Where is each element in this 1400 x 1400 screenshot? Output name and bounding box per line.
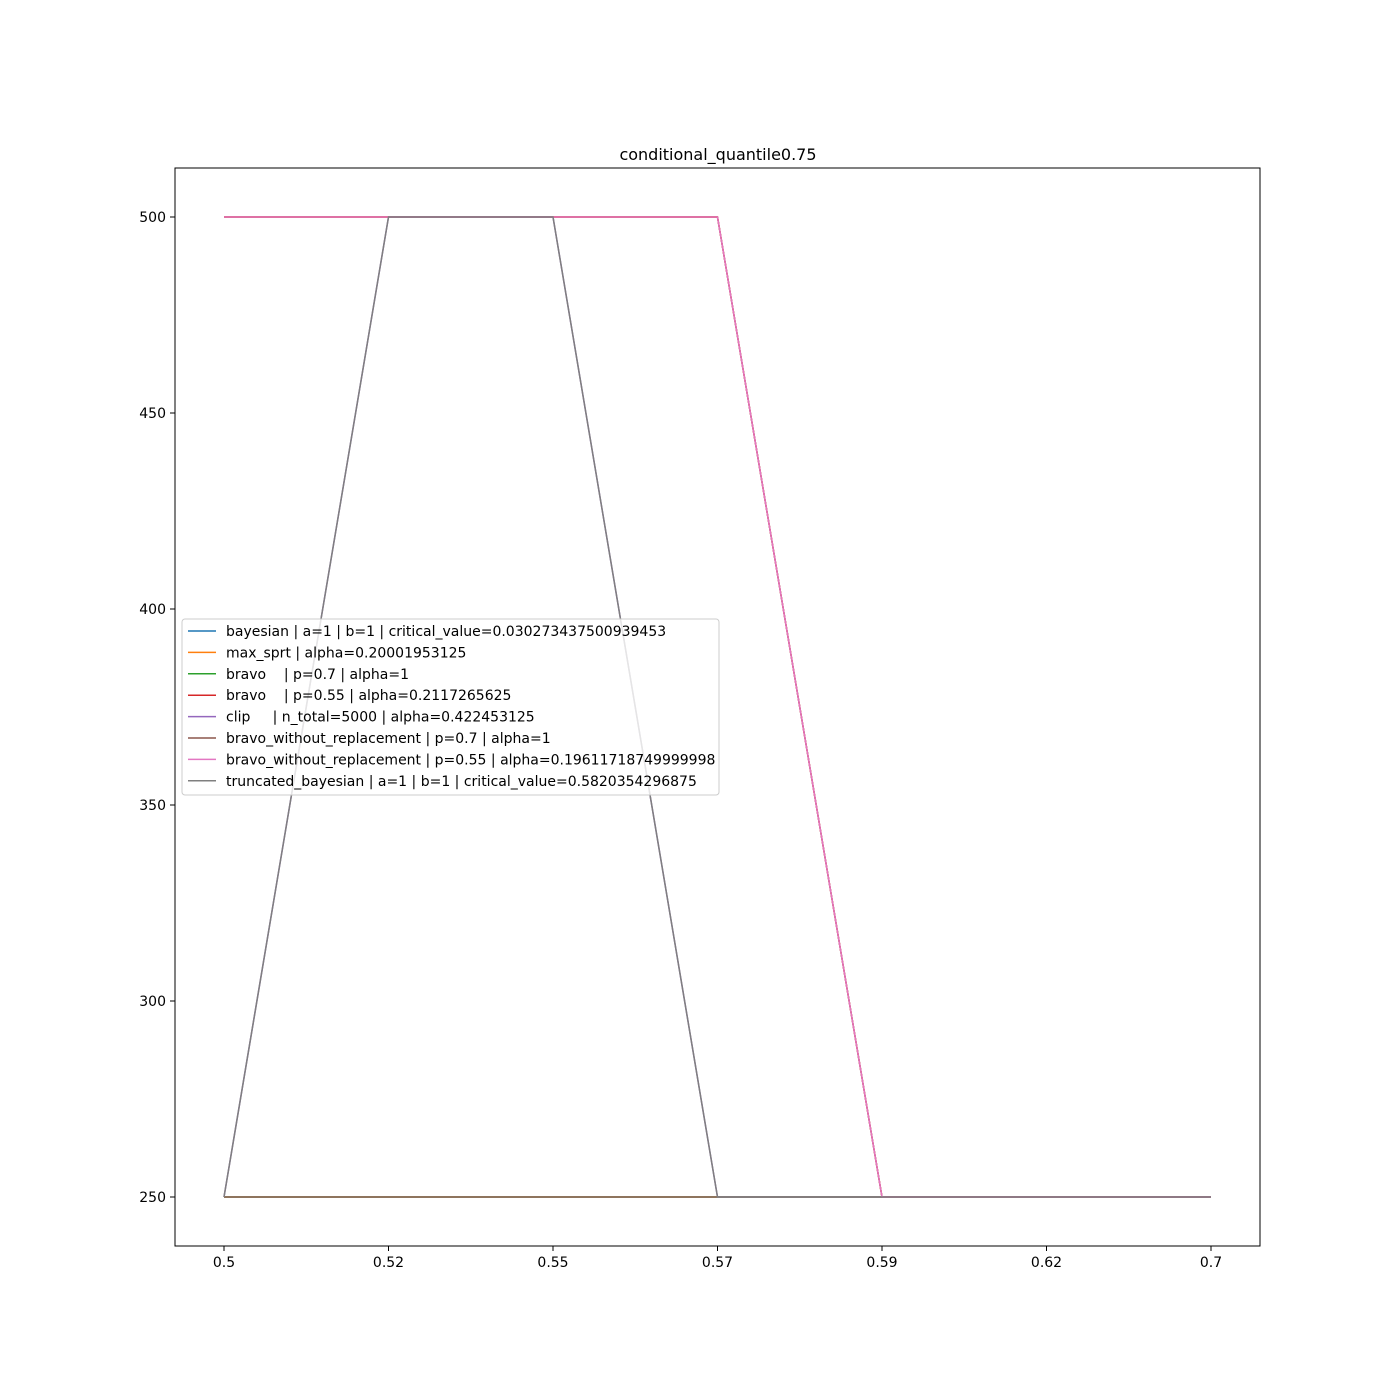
legend-label-6: bravo_without_replacement | p=0.55 | alp… (226, 752, 715, 768)
x-tick-label: 0.59 (866, 1255, 897, 1271)
y-tick-label: 250 (139, 1190, 166, 1206)
legend-label-7: truncated_bayesian | a=1 | b=1 | critica… (226, 774, 697, 790)
y-tick-label: 300 (139, 994, 166, 1010)
x-tick-label: 0.62 (1031, 1255, 1062, 1271)
x-axis: 0.5 0.52 0.55 0.57 0.59 0.62 0.7 (213, 1246, 1222, 1271)
y-tick-label: 500 (139, 210, 166, 226)
legend-box (181, 618, 720, 796)
series-line-7 (223, 216, 1211, 1198)
legend-label-1: max_sprt | alpha=0.20001953125 (226, 645, 466, 661)
x-tick-label: 0.52 (373, 1255, 404, 1271)
y-tick-label: 400 (139, 602, 166, 618)
legend-label-0: bayesian | a=1 | b=1 | critical_value=0.… (226, 624, 666, 640)
legend-label-4: clip | n_total=5000 | alpha=0.422453125 (226, 710, 535, 726)
y-tick-label: 450 (139, 406, 166, 422)
series-layer (223, 216, 1211, 1198)
legend: bayesian | a=1 | b=1 | critical_value=0.… (181, 618, 720, 796)
legend-label-2: bravo | p=0.7 | alpha=1 (226, 667, 409, 683)
y-axis: 250 300 350 400 450 500 (139, 210, 175, 1206)
chart-title: conditional_quantile0.75 (619, 145, 816, 165)
x-tick-label: 0.55 (537, 1255, 568, 1271)
legend-label-5: bravo_without_replacement | p=0.7 | alph… (226, 731, 551, 747)
x-tick-label: 0.57 (702, 1255, 733, 1271)
legend-label-3: bravo | p=0.55 | alpha=0.2117265625 (226, 688, 511, 704)
y-tick-label: 350 (139, 798, 166, 814)
x-tick-label: 0.5 (213, 1255, 235, 1271)
x-tick-label: 0.7 (1200, 1255, 1222, 1271)
